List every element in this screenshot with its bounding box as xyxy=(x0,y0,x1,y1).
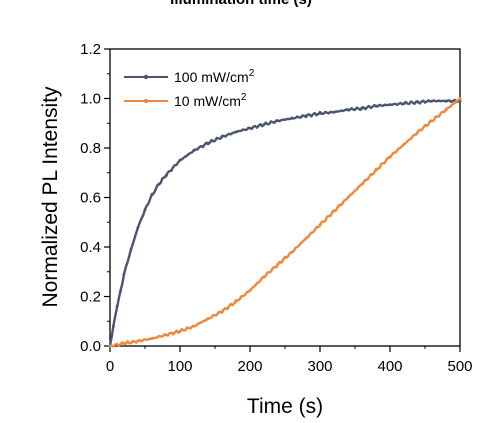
legend: 100 mW/cm2 10 mW/cm2 xyxy=(124,68,255,109)
y-axis-title: Normalized PL Intensity xyxy=(39,86,62,307)
series-2-point xyxy=(374,168,378,172)
legend-label-series-2-text: 10 mW/cm xyxy=(174,93,241,109)
series-1-point xyxy=(164,173,168,177)
y-axis: 0.0 0.2 0.4 0.6 0.8 1.0 1.2 xyxy=(80,41,110,355)
series-1-point xyxy=(119,290,122,293)
series-1-point xyxy=(192,149,196,152)
series-2-point xyxy=(108,344,112,348)
legend-label-series-2: 10 mW/cm2 xyxy=(174,92,247,109)
series-1-point xyxy=(332,110,336,114)
series-2-point xyxy=(388,155,392,159)
series-2-point xyxy=(276,262,280,266)
series-2-point xyxy=(192,324,196,328)
series-1-point xyxy=(178,158,182,162)
chart-title-cropped: Illumination time (s) xyxy=(0,0,482,8)
series-2-point xyxy=(444,108,448,112)
y-tick-label: 0.6 xyxy=(80,190,101,207)
y-tick-label: 1.2 xyxy=(80,41,101,58)
series-1-point xyxy=(143,208,147,212)
series-1-point xyxy=(129,248,133,251)
legend-marker-series-2 xyxy=(143,98,149,104)
y-tick-label: 0.4 xyxy=(80,239,101,256)
series-2-line xyxy=(109,97,461,348)
y-tick-label: 0.8 xyxy=(80,140,101,157)
series-2-point xyxy=(136,339,140,343)
series-1-point xyxy=(360,107,364,110)
y-tick-label: 0.2 xyxy=(80,289,101,306)
x-axis-title: Time (s) xyxy=(247,395,323,418)
series-1-point xyxy=(388,103,392,107)
series-2-point xyxy=(318,223,322,227)
plot-frame xyxy=(109,48,461,347)
series-1-point xyxy=(157,182,161,186)
legend-label-series-2-superscript: 2 xyxy=(241,92,247,103)
series-1-point xyxy=(416,100,420,104)
legend-label-series-1-text: 100 mW/cm xyxy=(174,69,249,85)
series-1-line xyxy=(108,98,461,347)
legend-marker-series-1 xyxy=(143,74,149,80)
series-2-point xyxy=(346,196,350,199)
series-2-point xyxy=(164,333,168,337)
y-tick-label: 0.0 xyxy=(80,338,101,355)
series-1-point xyxy=(402,102,406,105)
x-tick-label: 100 xyxy=(167,358,192,375)
series-1-point xyxy=(234,130,238,134)
series-1-point xyxy=(220,135,224,139)
series-2-point xyxy=(178,329,182,333)
series-1-point xyxy=(444,99,448,103)
x-tick-label: 300 xyxy=(307,358,332,375)
series-1-point xyxy=(206,141,210,145)
series-2-point xyxy=(234,300,238,303)
series-1-point xyxy=(115,305,119,308)
series-1-point xyxy=(304,114,308,118)
legend-label-series-1-superscript: 2 xyxy=(249,68,255,79)
x-tick-label: 400 xyxy=(377,358,402,375)
series-2-point xyxy=(248,288,252,292)
series-1-point xyxy=(248,126,252,130)
series-2-point xyxy=(416,130,420,134)
series-2-point xyxy=(360,182,364,186)
y-tick-label: 1.0 xyxy=(80,91,101,108)
x-tick-label: 0 xyxy=(106,358,114,375)
series-layer xyxy=(108,97,462,348)
series-1-point xyxy=(262,123,266,126)
series-1-point xyxy=(150,193,154,197)
x-tick-label: 500 xyxy=(447,358,472,375)
series-2-point xyxy=(332,209,336,213)
series-1-point xyxy=(122,272,126,276)
series-2-point xyxy=(122,342,126,345)
series-2-point xyxy=(304,236,308,240)
series-2-point xyxy=(262,275,266,279)
series-2-point xyxy=(290,250,294,254)
series-1-point xyxy=(276,119,280,123)
legend-label-series-1: 100 mW/cm2 xyxy=(174,68,255,85)
series-1-point xyxy=(290,116,294,120)
series-1-point xyxy=(430,99,434,103)
series-2-point xyxy=(220,309,224,313)
x-axis: 0 100 200 300 400 500 xyxy=(106,346,473,375)
series-2-point xyxy=(430,119,434,123)
series-2-point xyxy=(150,337,154,340)
series-2-point xyxy=(206,317,210,321)
series-2-point xyxy=(402,142,406,146)
series-1-point xyxy=(374,104,378,108)
series-1-point xyxy=(112,324,115,328)
series-1-point xyxy=(136,225,140,229)
series-2-point xyxy=(458,97,462,100)
x-tick-label: 200 xyxy=(237,358,262,375)
series-1-point xyxy=(346,108,350,112)
series-1-point xyxy=(318,111,322,115)
